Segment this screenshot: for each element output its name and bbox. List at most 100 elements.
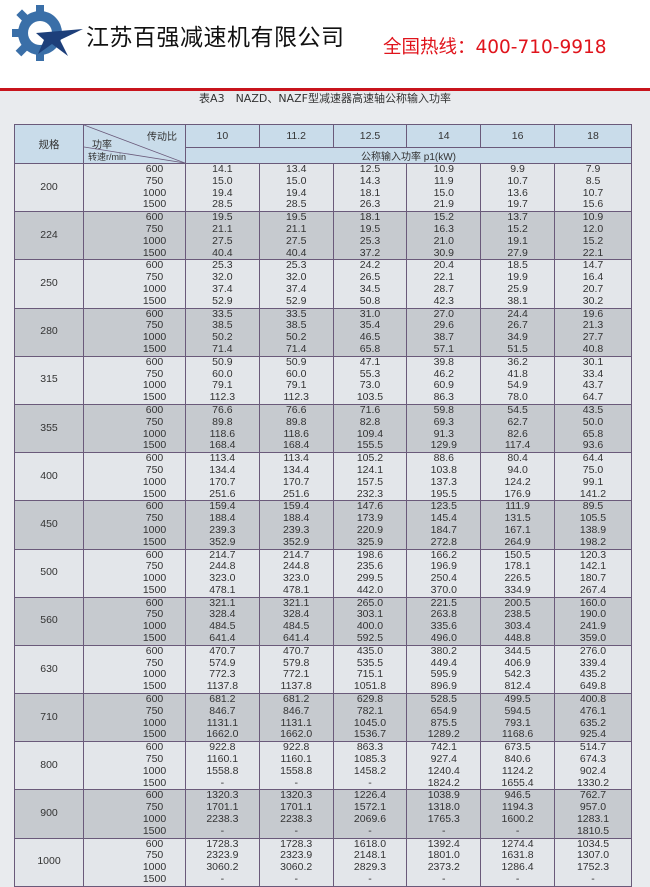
power-value: 51.5 (507, 342, 528, 355)
power-cell: 200.5 238.5 303.4 448.8 (480, 596, 555, 646)
power-value: 62.7 (507, 415, 528, 428)
power-value: 235.6 (356, 560, 384, 573)
speed-value: 600 (145, 548, 164, 561)
power-value: 159.4 (283, 500, 310, 513)
power-value: 896.9 (430, 680, 457, 693)
power-value: 142.1 (579, 560, 607, 573)
power-value: 303.4 (504, 620, 531, 633)
power-value: 1274.4 (501, 837, 534, 850)
ratio-header: 11.2 (258, 124, 334, 148)
power-value: 75.0 (582, 463, 604, 476)
power-value: 59.8 (433, 403, 454, 416)
power-value: 594.5 (504, 704, 531, 717)
power-value: 244.8 (209, 560, 236, 573)
power-cell: 47.1 55.3 73.0 103.5 (332, 355, 408, 405)
power-value: 2323.9 (280, 849, 313, 862)
power-value: 265.0 (356, 596, 384, 609)
speed-cell: 600 750 1000 1500 (83, 162, 186, 213)
power-value: 579.8 (283, 656, 310, 669)
table-row: 250 600 750 1000 1500 25.3 32.0 37.4 52.9 25.3 32.… (14, 259, 632, 309)
power-value: 592.5 (356, 632, 384, 645)
power-value: 160.0 (579, 596, 607, 609)
speed-value: 750 (145, 512, 164, 525)
power-cell: 221.5 263.8 335.6 496.0 (406, 596, 482, 646)
power-value: 15.2 (507, 222, 528, 235)
speed-value: 600 (145, 259, 164, 272)
power-value: 470.7 (209, 644, 236, 657)
power-value: 299.5 (356, 572, 384, 585)
power-cell: 14.1 15.0 19.4 28.5 (185, 162, 260, 213)
power-value: 19.9 (507, 271, 528, 284)
power-value: 103.5 (356, 391, 384, 404)
power-value: 1631.8 (501, 849, 534, 862)
power-value: 214.7 (283, 548, 310, 561)
power-value: 33.4 (582, 367, 604, 380)
power-value: 1045.0 (353, 716, 387, 729)
power-value: 27.5 (212, 234, 233, 247)
ratio-header: 18 (554, 124, 632, 148)
power-cell: 742.1 927.4 1240.4 1824.2 (406, 741, 482, 791)
speed-value: 1500 (142, 391, 167, 404)
power-value: 370.0 (430, 583, 457, 596)
power-cell: 36.2 41.8 54.9 78.0 (480, 355, 555, 405)
power-cell: 147.6 173.9 220.9 325.9 (332, 500, 408, 550)
power-value: 105.2 (356, 452, 384, 465)
power-value: 15.2 (433, 211, 454, 224)
power-value: 141.2 (579, 487, 607, 500)
power-value: 33.5 (285, 307, 307, 320)
power-value: 1728.3 (206, 837, 239, 850)
speed-cell: 600 750 1000 1500 (83, 789, 186, 839)
speed-value: 750 (145, 415, 164, 428)
power-value: 40.4 (212, 246, 233, 259)
power-cell: 150.5 178.1 226.5 334.9 (480, 548, 555, 598)
power-value: 1662.0 (280, 728, 313, 741)
power-cell: 159.4 188.4 239.3 352.9 (258, 500, 334, 550)
power-cell: 24.2 26.5 34.5 50.8 (332, 259, 408, 309)
power-value: 31.0 (359, 307, 381, 320)
power-value: 89.8 (212, 415, 233, 428)
power-value: 323.0 (283, 572, 310, 585)
power-value: 528.5 (430, 693, 457, 706)
size-cell: 450 (14, 500, 84, 550)
power-cell: 30.1 33.4 43.7 64.7 (554, 355, 632, 405)
power-value: 1168.6 (501, 728, 534, 741)
power-cell: 1226.4 1572.1 2069.6- (332, 789, 408, 839)
power-value: 134.4 (283, 463, 310, 476)
power-value: 26.5 (359, 271, 381, 284)
power-value: 176.9 (504, 487, 531, 500)
power-value: 1137.8 (206, 680, 239, 693)
power-cell: 1728.3 2323.9 3060.2- (258, 837, 334, 887)
power-value: 21.0 (433, 234, 454, 247)
power-label: 功率 (92, 140, 112, 151)
power-cell: 19.5 21.1 27.5 40.4 (185, 211, 260, 261)
power-value: 21.9 (433, 198, 454, 211)
power-value: 782.1 (356, 704, 384, 717)
power-value: 267.4 (579, 583, 607, 596)
power-value: 14.3 (359, 174, 381, 187)
power-value: 1558.8 (206, 764, 239, 777)
table-row: 500 600 750 1000 1500 214.7 244.8 323.0 478.1 214… (14, 548, 632, 598)
speed-cell: 600 750 1000 1500 (83, 211, 186, 261)
power-value: 27.9 (507, 246, 528, 259)
power-value: 50.9 (212, 355, 233, 368)
power-value: 52.9 (212, 294, 233, 307)
table-row: 900 600 750 1000 1500 1320.3 1701.1 2238.3-1320… (14, 789, 632, 839)
speed-cell: 600 750 1000 1500 (83, 548, 186, 598)
power-value: 168.4 (209, 439, 236, 452)
power-cell: 88.6 103.8 137.3 195.5 (406, 452, 482, 502)
power-value: 946.5 (504, 789, 531, 802)
power-value: 1137.8 (280, 680, 312, 693)
power-value: 875.5 (430, 716, 457, 729)
power-value: 50.2 (212, 331, 233, 344)
power-cell: 629.8 782.1 1045.0 1536.7 (332, 693, 408, 743)
power-cell: 14.7 16.4 20.7 30.2 (554, 259, 632, 309)
power-cell: 25.3 32.0 37.4 52.9 (185, 259, 260, 309)
power-value: 138.9 (579, 523, 607, 536)
power-cell: 159.4 188.4 239.3 352.9 (185, 500, 260, 550)
power-value: 198.2 (579, 535, 607, 548)
speed-value: 750 (145, 174, 164, 187)
power-value: 50.2 (285, 331, 307, 344)
power-value: 38.5 (212, 319, 233, 332)
power-cell: 54.5 62.7 82.6 117.4 (480, 403, 555, 454)
power-value: 1038.9 (427, 789, 460, 802)
